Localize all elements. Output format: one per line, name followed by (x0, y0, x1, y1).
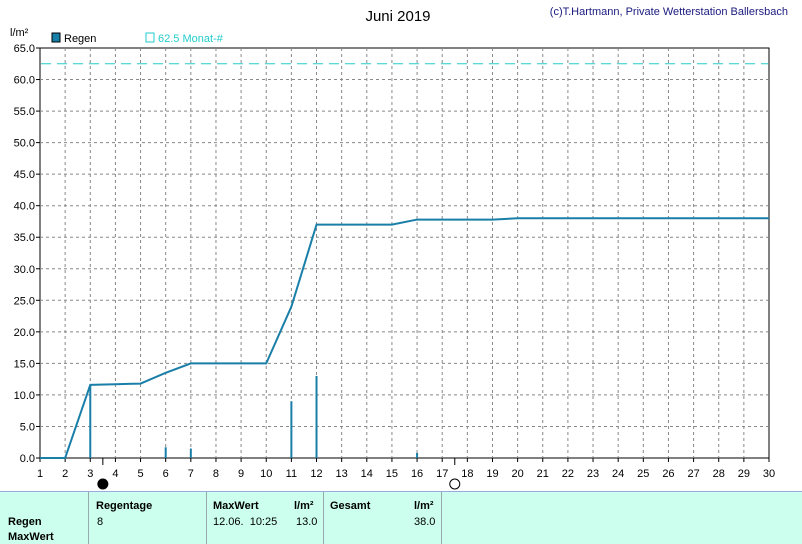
series-line-regen (40, 217, 769, 459)
x-tick-label: 29 (738, 468, 750, 480)
x-tick-label: 17 (436, 468, 448, 480)
maxwert-unit: l/m² (294, 500, 314, 512)
x-tick-label: 14 (361, 468, 373, 480)
x-tick-label: 15 (386, 468, 398, 480)
x-tick-label: 21 (537, 468, 549, 480)
grid (36, 47, 770, 462)
credit-text: (c)T.Hartmann, Private Wetterstation Bal… (550, 6, 788, 18)
x-tick-label: 7 (188, 468, 194, 480)
x-tick-label: 3 (87, 468, 93, 480)
x-tick-labels: 1 2 3 4 5 6 7 8 9 10 11 12 13 14 15 16 17 18 19 20 21 22 23 24 2… (37, 468, 775, 480)
x-tick-label: 25 (637, 468, 649, 480)
y-tick-label: 25.0 (14, 295, 35, 307)
new-moon-icon (97, 478, 109, 490)
maxwert-header: MaxWert (213, 500, 259, 512)
y-tick-labels: 0.0 5.0 10.0 15.0 20.0 25.0 30.0 35.0 40.0 45.0 50… (14, 43, 35, 465)
panel-divider (88, 492, 89, 544)
x-tick-label: 26 (662, 468, 674, 480)
x-tick-label: 24 (612, 468, 624, 480)
x-tick-label: 5 (137, 468, 143, 480)
y-tick-label: 5.0 (20, 421, 35, 433)
y-tick-label: 45.0 (14, 169, 35, 181)
x-tick-label: 13 (336, 468, 348, 480)
x-tick-label: 27 (687, 468, 699, 480)
y-tick-label: 20.0 (14, 327, 35, 339)
y-axis-unit: l/m² (10, 27, 29, 39)
y-tick-label: 65.0 (14, 43, 35, 55)
summary-panel: Regen MaxWert Regentage 8 MaxWert l/m² 1… (0, 491, 802, 544)
gesamt-unit: l/m² (414, 500, 434, 512)
y-tick-label: 15.0 (14, 358, 35, 370)
gesamt-value: 38.0 (414, 516, 436, 528)
row-label-regen: Regen (8, 516, 42, 528)
panel-divider (323, 492, 324, 544)
x-tick-label: 1 (37, 468, 43, 480)
row-label-maxwert: MaxWert (8, 531, 54, 543)
y-tick-label: 30.0 (14, 264, 35, 276)
legend-series-swatch (51, 32, 61, 43)
x-tick-label: 18 (461, 468, 473, 480)
x-tick-label: 20 (511, 468, 523, 480)
legend-reference-swatch (145, 32, 155, 43)
x-tick-label: 23 (587, 468, 599, 480)
x-tick-label: 19 (486, 468, 498, 480)
gesamt-header: Gesamt (330, 500, 371, 512)
x-tick-label: 2 (62, 468, 68, 480)
maxwert-value: 13.0 (296, 516, 318, 528)
y-tick-label: 40.0 (14, 201, 35, 213)
legend: Regen 62.5 Monat-# (51, 32, 224, 45)
full-moon-icon (449, 478, 461, 490)
legend-series-label: Regen (64, 33, 96, 45)
x-tick-label: 22 (562, 468, 574, 480)
rain-chart: Juni 2019 (c)T.Hartmann, Private Wetters… (10, 6, 788, 490)
plot-frame (39, 47, 770, 459)
x-tick-label: 8 (213, 468, 219, 480)
maxwert-datetime: 12.06. 10:25 (213, 516, 278, 528)
x-tick-label: 10 (260, 468, 272, 480)
x-tick-label: 30 (763, 468, 775, 480)
regentage-header: Regentage (96, 500, 153, 512)
y-tick-label: 60.0 (14, 75, 35, 87)
x-tick-label: 12 (310, 468, 322, 480)
panel-divider (441, 492, 442, 544)
y-tick-label: 10.0 (14, 390, 35, 402)
legend-reference-label: 62.5 Monat-# (158, 33, 224, 45)
x-tick-label: 6 (163, 468, 169, 480)
y-tick-label: 50.0 (14, 138, 35, 150)
x-tick-label: 4 (112, 468, 118, 480)
x-tick-label: 28 (713, 468, 725, 480)
daily-bars (89, 376, 419, 458)
panel-divider (206, 492, 207, 544)
y-tick-label: 0.0 (20, 453, 35, 465)
y-tick-label: 55.0 (14, 106, 35, 118)
regentage-value: 8 (97, 516, 104, 528)
y-tick-label: 35.0 (14, 232, 35, 244)
chart-title: Juni 2019 (365, 8, 430, 25)
x-tick-label: 16 (411, 468, 423, 480)
moon-phases (97, 458, 461, 490)
x-tick-label: 9 (238, 468, 244, 480)
x-tick-label: 11 (286, 468, 297, 480)
